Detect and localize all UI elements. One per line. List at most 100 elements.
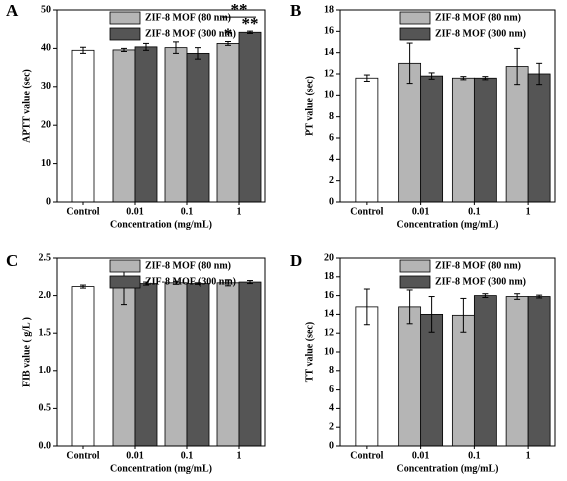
bar [420,313,444,447]
panel-label: C [6,251,18,270]
x-tick-label: 0.1 [181,450,194,461]
x-tick-label: 1 [526,206,531,217]
plot-frame [339,9,556,203]
control-bar [71,286,95,447]
y-tick-label: 1.5 [39,327,52,338]
bar [216,282,240,447]
x-tick-label: 0.01 [126,450,144,461]
y-tick-label: 16 [324,290,334,301]
bar [186,283,210,447]
x-tick-label: Control [66,206,99,217]
y-tick-label: 2 [329,421,334,432]
legend-swatch [399,11,431,25]
bar [186,52,210,203]
legend-swatch [109,275,141,289]
control-bar [355,77,379,203]
y-tick-label: 0 [329,196,334,207]
legend-swatch [399,275,431,289]
x-tick-label: 0.1 [468,206,481,217]
y-tick-label: 0 [46,196,51,207]
bar [134,46,158,203]
y-tick-label: 18 [324,4,334,15]
y-tick-label: 10 [324,346,334,357]
bar [420,75,444,203]
y-tick-label: 16 [324,26,334,37]
bar [164,282,188,447]
panel-label: D [290,251,302,270]
y-tick-label: 10 [41,158,51,169]
bar [164,47,188,203]
x-tick-label: 1 [526,450,531,461]
legend-label: ZIF-8 MOF (80 nm) [435,12,521,23]
legend-label: ZIF-8 MOF (80 nm) [145,260,231,271]
plot-frame [339,257,556,447]
y-tick-label: 1.0 [39,365,52,376]
y-tick-label: 50 [41,4,51,15]
plot-frame [56,257,266,447]
control-bar [355,306,379,447]
y-tick-label: 0.0 [39,440,52,451]
x-tick-label: 0.1 [181,206,194,217]
x-tick-label: Control [350,450,383,461]
control-bar [71,49,95,203]
bar [505,66,529,203]
legend-label: ZIF-8 MOF (300 nm) [145,276,236,287]
y-tick-label: 30 [41,81,51,92]
y-tick-label: 2 [329,175,334,186]
bar [451,77,475,203]
bar [238,281,262,447]
panel-label: B [290,1,301,20]
annotation: ** [231,0,248,19]
legend-swatch [109,259,141,273]
bar [398,62,422,203]
bar [112,283,136,447]
y-tick-label: 18 [324,271,334,282]
legend-swatch [399,259,431,273]
annotation: * [224,24,233,43]
legend-swatch [399,27,431,41]
y-tick-label: 2.0 [39,290,52,301]
y-tick-label: 8 [329,365,334,376]
legend-swatch [109,11,141,25]
legend-label: ZIF-8 MOF (80 nm) [435,260,521,271]
y-tick-label: 12 [324,327,334,338]
x-tick-label: 0.1 [468,450,481,461]
x-axis-label: Concentration (mg/mL) [110,463,212,474]
y-tick-label: 6 [329,132,334,143]
y-tick-label: 20 [324,252,334,263]
bar [527,73,551,203]
y-tick-label: 6 [329,384,334,395]
x-axis-label: Concentration (mg/mL) [110,219,212,230]
x-tick-label: 0.01 [412,450,430,461]
x-tick-label: 0.01 [412,206,430,217]
bar [134,283,158,447]
legend-label: ZIF-8 MOF (300 nm) [435,28,526,39]
bar [216,43,240,203]
bar [527,296,551,447]
y-tick-label: 4 [329,403,334,414]
x-tick-label: 1 [237,450,242,461]
y-axis-label: FIB value ( g/L ) [21,317,32,387]
y-tick-label: 14 [324,309,334,320]
y-axis-label: PT value (sec) [304,76,315,136]
x-tick-label: 0.01 [126,206,144,217]
y-tick-label: 12 [324,68,334,79]
y-tick-label: 10 [324,90,334,101]
bar [398,306,422,447]
y-tick-label: 4 [329,154,334,165]
x-tick-label: Control [350,206,383,217]
panel-label: A [6,1,19,20]
bar [473,295,497,447]
legend-label: ZIF-8 MOF (80 nm) [145,12,231,23]
x-tick-label: Control [66,450,99,461]
bar [451,314,475,447]
legend-label: ZIF-8 MOF (300 nm) [145,28,236,39]
bar [112,49,136,203]
y-tick-label: 14 [324,47,334,58]
y-tick-label: 20 [41,119,51,130]
annotation: ** [242,14,259,33]
y-axis-label: TT value (sec) [304,322,315,382]
x-axis-label: Concentration (mg/mL) [397,219,499,230]
legend-swatch [109,27,141,41]
y-tick-label: 0 [329,440,334,451]
